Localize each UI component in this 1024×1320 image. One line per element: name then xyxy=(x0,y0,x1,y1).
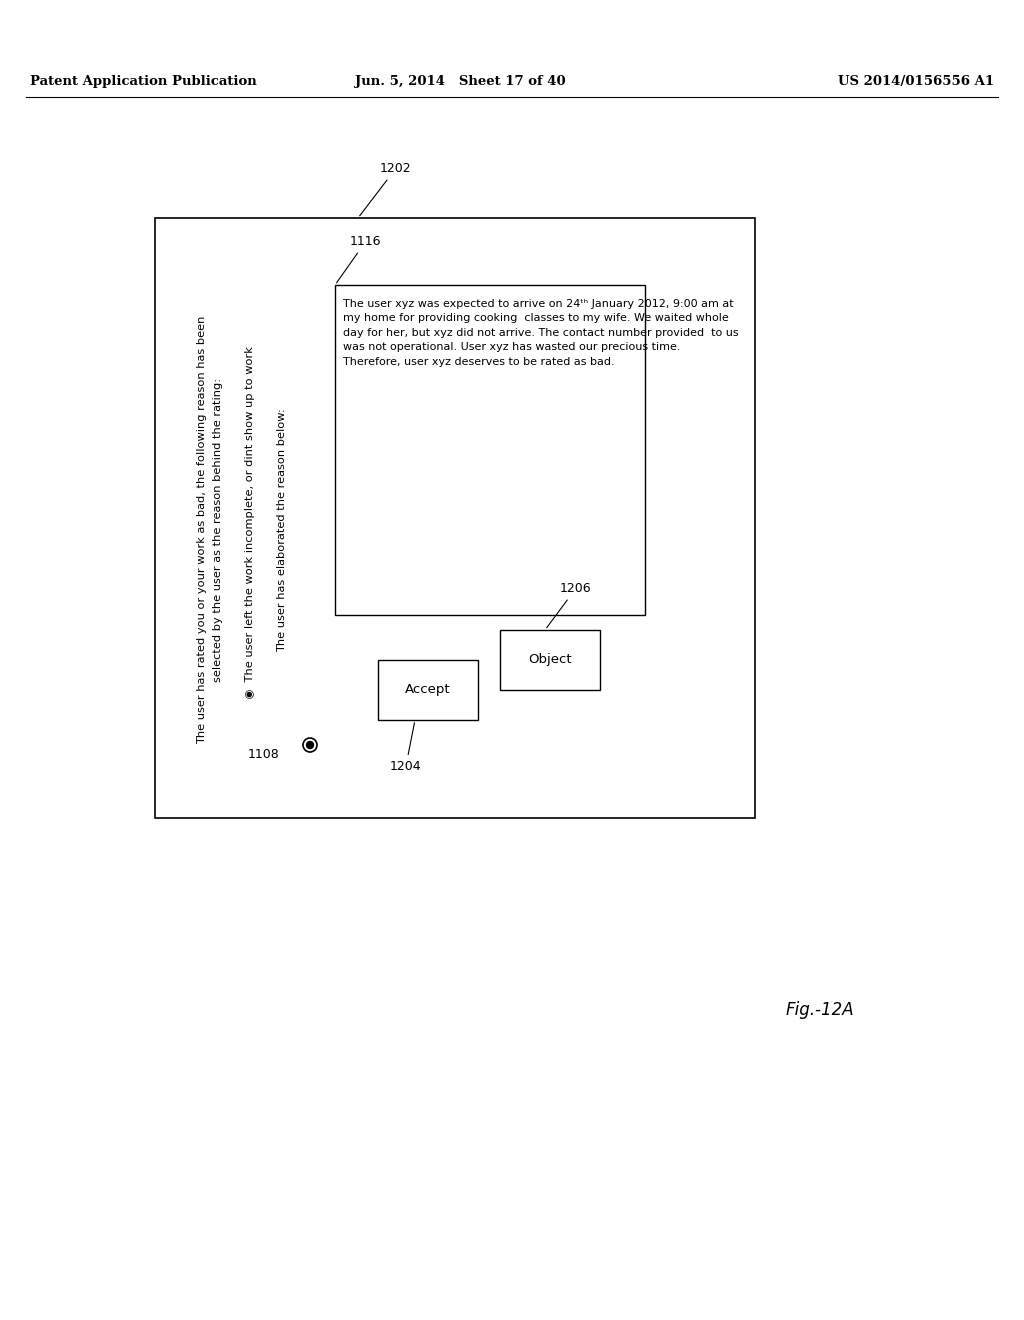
Text: Object: Object xyxy=(528,653,571,667)
Bar xyxy=(500,630,600,690)
Bar xyxy=(378,660,478,719)
Text: Accept: Accept xyxy=(406,684,451,697)
Text: The user xyz was expected to arrive on 24ᵗʰ January 2012, 9:00 am at
my home for: The user xyz was expected to arrive on 2… xyxy=(343,300,738,367)
Text: 1202: 1202 xyxy=(359,162,412,215)
Circle shape xyxy=(306,742,313,748)
Text: 1206: 1206 xyxy=(547,582,592,628)
Text: Patent Application Publication: Patent Application Publication xyxy=(30,75,257,88)
Bar xyxy=(155,218,755,818)
Text: Fig.-12A: Fig.-12A xyxy=(785,1001,854,1019)
Bar xyxy=(335,285,645,615)
Text: US 2014/0156556 A1: US 2014/0156556 A1 xyxy=(838,75,994,88)
Text: 1204: 1204 xyxy=(390,723,422,774)
Text: 1116: 1116 xyxy=(337,235,382,282)
Text: Jun. 5, 2014   Sheet 17 of 40: Jun. 5, 2014 Sheet 17 of 40 xyxy=(354,75,565,88)
Text: The user has rated you or your work as bad, the following reason has been
select: The user has rated you or your work as b… xyxy=(197,315,287,744)
Text: 1108: 1108 xyxy=(248,748,280,762)
